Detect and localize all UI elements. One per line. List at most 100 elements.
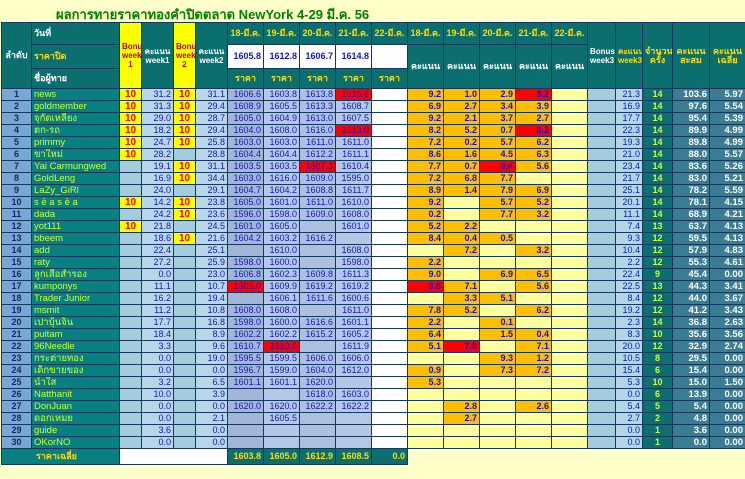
price-cell[interactable] (371, 88, 408, 101)
day-score-cell[interactable] (443, 376, 480, 389)
player-name[interactable]: จุกัดเหลียง (31, 112, 120, 125)
price-cell[interactable]: 1606.6 (227, 88, 264, 101)
bonus-week3-cell[interactable] (587, 328, 616, 341)
score-week2-cell[interactable]: 19.0 (195, 352, 228, 365)
rank-cell[interactable]: 5 (1, 136, 32, 149)
price-cell[interactable]: 1596.0 (227, 208, 264, 221)
price-cell[interactable]: 1620.0 (263, 400, 300, 413)
day-score-cell[interactable]: 2.1 (443, 112, 480, 125)
day-score-cell[interactable] (407, 352, 444, 365)
day-score-cell[interactable]: 7.7 (479, 172, 516, 185)
rank-cell[interactable]: 24 (1, 364, 32, 377)
bonus-week2-cell[interactable] (173, 424, 196, 437)
day-score-cell[interactable] (407, 388, 444, 401)
price-cell[interactable] (299, 412, 336, 425)
score-week2-cell[interactable]: 2.1 (195, 412, 228, 425)
count-cell[interactable]: 13 (642, 280, 673, 293)
price-cell[interactable] (371, 196, 408, 209)
day-score-cell[interactable]: 7.8 (443, 340, 480, 353)
bonus-week3-cell[interactable] (587, 88, 616, 101)
price-cell[interactable] (371, 160, 408, 173)
day-score-cell[interactable] (551, 232, 588, 245)
price-cell[interactable]: 1605.0 (227, 196, 264, 209)
score-week1-cell[interactable]: 0.0 (141, 412, 174, 425)
day-score-cell[interactable]: 7.2 (407, 172, 444, 185)
bonus-week3-cell[interactable] (587, 376, 616, 389)
total-score-cell[interactable]: 57.9 (672, 244, 710, 257)
price-cell[interactable] (371, 256, 408, 269)
avg-score-cell[interactable]: 5.97 (709, 88, 745, 101)
count-cell[interactable]: 1 (642, 424, 673, 437)
day-score-cell[interactable]: 6.3 (515, 148, 552, 161)
price-cell[interactable]: 1606.0 (335, 352, 372, 365)
price-cell[interactable]: 1604.9 (263, 112, 300, 125)
day-score-cell[interactable] (479, 340, 516, 353)
day-score-cell[interactable] (551, 112, 588, 125)
price-cell[interactable]: 1606.0 (299, 352, 336, 365)
player-name[interactable]: yot111 (31, 220, 120, 233)
day-score-cell[interactable]: 1.0 (443, 88, 480, 101)
day-score-cell[interactable] (515, 424, 552, 437)
bonus-week1-cell[interactable] (119, 184, 142, 197)
rank-cell[interactable]: 3 (1, 112, 32, 125)
bonus-week2-cell[interactable] (173, 412, 196, 425)
price-cell[interactable]: 1604.2 (263, 184, 300, 197)
bonus-week1-cell[interactable] (119, 328, 142, 341)
total-score-cell[interactable]: 83.0 (672, 172, 710, 185)
avg-score-cell[interactable]: 4.61 (709, 256, 745, 269)
score-week1-cell[interactable]: 17.7 (141, 316, 174, 329)
bonus-week1-cell[interactable]: 10 (119, 124, 142, 137)
day-score-cell[interactable]: 5.7 (479, 136, 516, 149)
price-cell[interactable] (371, 100, 408, 113)
day-score-cell[interactable]: 6.8 (443, 172, 480, 185)
price-cell[interactable] (335, 376, 372, 389)
day-score-cell[interactable] (551, 364, 588, 377)
count-cell[interactable]: 14 (642, 208, 673, 221)
bonus-week2-cell[interactable] (173, 364, 196, 377)
price-cell[interactable]: 1616.2 (299, 232, 336, 245)
bonus-week3-cell[interactable] (587, 112, 616, 125)
rank-cell[interactable]: 12 (1, 220, 32, 233)
avg-score-cell[interactable]: 2.63 (709, 316, 745, 329)
day-score-cell[interactable] (515, 256, 552, 269)
count-cell[interactable]: 5 (642, 400, 673, 413)
price-cell[interactable]: 1611.0 (335, 304, 372, 317)
player-name[interactable]: primmy (31, 136, 120, 149)
player-name[interactable]: ตก-รถ (31, 124, 120, 137)
bonus-week1-cell[interactable]: 10 (119, 220, 142, 233)
count-cell[interactable]: 14 (642, 148, 673, 161)
player-name[interactable]: LaZy_GiRl (31, 184, 120, 197)
score-week2-cell[interactable]: 25.9 (195, 256, 228, 269)
day-score-cell[interactable]: 6.2 (515, 136, 552, 149)
bonus-week1-cell[interactable] (119, 352, 142, 365)
day-score-cell[interactable]: 9.3 (479, 352, 516, 365)
score-week2-cell[interactable]: 0.0 (195, 400, 228, 413)
score-week2-cell[interactable]: 9.6 (195, 340, 228, 353)
day-score-cell[interactable] (515, 388, 552, 401)
day-score-cell[interactable] (515, 376, 552, 389)
day-score-cell[interactable] (407, 400, 444, 413)
day-score-cell[interactable] (443, 364, 480, 377)
count-cell[interactable]: 12 (642, 232, 673, 245)
price-cell[interactable]: 1603.2 (263, 232, 300, 245)
avg-score-cell[interactable]: 4.83 (709, 244, 745, 257)
score-week1-cell[interactable]: 3.6 (141, 424, 174, 437)
price-cell[interactable]: 1607.3 (299, 160, 336, 173)
total-score-cell[interactable]: 44.3 (672, 280, 710, 293)
score-week1-cell[interactable]: 29.0 (141, 112, 174, 125)
price-cell[interactable]: 1611.3 (335, 268, 372, 281)
avg-score-cell[interactable]: 0.00 (709, 268, 745, 281)
price-cell[interactable]: 1604.4 (263, 148, 300, 161)
price-cell[interactable]: 1601.0 (335, 220, 372, 233)
day-score-cell[interactable] (479, 424, 516, 437)
day-score-cell[interactable] (479, 244, 516, 257)
score-week3-cell[interactable]: 2.7 (615, 412, 643, 425)
price-cell[interactable] (299, 244, 336, 257)
score-week2-cell[interactable]: 16.8 (195, 316, 228, 329)
bonus-week3-cell[interactable] (587, 172, 616, 185)
count-cell[interactable]: 12 (642, 244, 673, 257)
price-cell[interactable] (263, 424, 300, 437)
bonus-week3-cell[interactable] (587, 424, 616, 437)
price-cell[interactable]: 1619.2 (335, 280, 372, 293)
count-cell[interactable]: 9 (642, 268, 673, 281)
